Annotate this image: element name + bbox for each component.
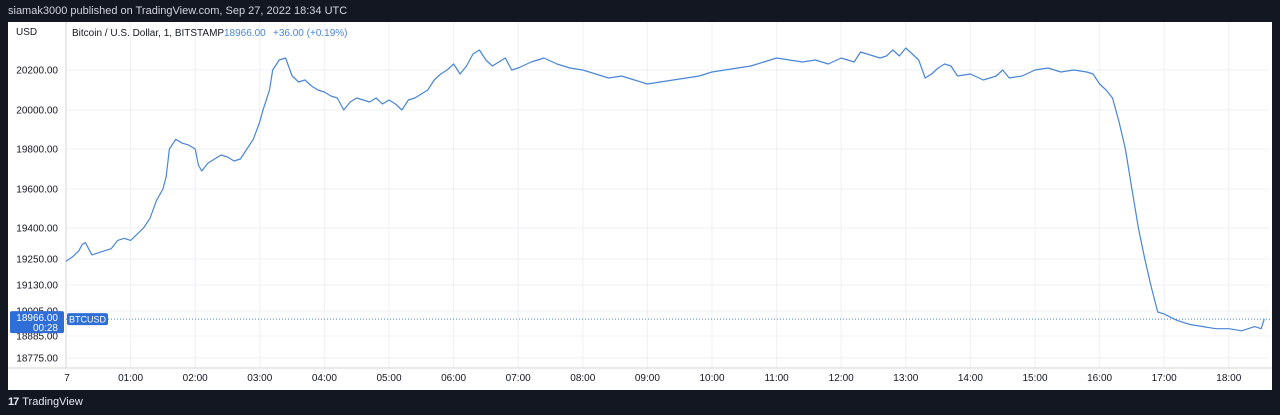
tradingview-logo[interactable]: 17 TradingView <box>8 396 83 409</box>
time-tick-label: 18:00 <box>1216 373 1241 384</box>
time-tick-label: 15:00 <box>1022 373 1047 384</box>
price-tick-label: 18775.00 <box>16 354 58 365</box>
symbol-tag-box <box>67 313 108 326</box>
time-tick-label: 03:00 <box>247 373 272 384</box>
price-line <box>65 47 1265 332</box>
time-tick-label: 06:00 <box>441 373 466 384</box>
tradingview-logo-icon: 17 <box>8 396 19 408</box>
time-tick-label: 09:00 <box>635 373 660 384</box>
legend-change: +36.00 (+0.19%) <box>273 28 348 39</box>
publisher-bar: siamak3000 published on TradingView.com,… <box>0 0 1280 22</box>
price-tag-value: 18966.00 <box>16 313 58 324</box>
time-tick-label: 01:00 <box>118 373 143 384</box>
price-tick-label: 20200.00 <box>16 66 58 77</box>
symbol-tag-label: BTCUSD <box>69 315 107 325</box>
time-tick-label: 05:00 <box>376 373 401 384</box>
publisher-text: siamak3000 published on TradingView.com,… <box>8 5 348 17</box>
price-chart[interactable]: USD 20200.00 20000.00 19800.00 19600.00 19400… <box>8 22 1272 390</box>
time-tick-label: 02:00 <box>183 373 208 384</box>
currency-label: USD <box>16 27 37 38</box>
grid-lines <box>65 22 1270 368</box>
time-tick-label: 07:00 <box>506 373 531 384</box>
price-tag-countdown: 00:28 <box>33 323 58 334</box>
time-tick-label: 12:00 <box>829 373 854 384</box>
time-tick-label: 13:00 <box>893 373 918 384</box>
time-tick-label: 11:00 <box>764 373 789 384</box>
time-tick-label: 16:00 <box>1087 373 1112 384</box>
price-tick-label: 19400.00 <box>16 224 58 235</box>
time-tick-label: 10:00 <box>699 373 724 384</box>
time-tick-label: 14:00 <box>958 373 983 384</box>
legend-title: Bitcoin / U.S. Dollar, 1, BITSTAMP <box>72 28 224 39</box>
price-tick-label: 19600.00 <box>16 185 58 196</box>
price-tick-label: 19130.00 <box>16 281 58 292</box>
time-tick-label: 08:00 <box>570 373 595 384</box>
price-tick-label: 18885.00 <box>16 332 58 343</box>
time-tick-label: 17:00 <box>1152 373 1177 384</box>
chart-panel[interactable]: USD 20200.00 20000.00 19800.00 19600.00 19400… <box>8 22 1272 390</box>
footer-bar: 17 TradingView <box>0 390 1280 415</box>
time-tick-label: 04:00 <box>312 373 337 384</box>
price-tick-label: 19250.00 <box>16 255 58 266</box>
time-tick-label: 7 <box>64 373 70 384</box>
price-tag-box <box>10 311 64 334</box>
price-tick-label: 19800.00 <box>16 145 58 156</box>
price-tick-label: 20000.00 <box>16 106 58 117</box>
legend-last-value: 18966.00 <box>224 28 266 39</box>
tradingview-logo-text: TradingView <box>22 396 83 408</box>
